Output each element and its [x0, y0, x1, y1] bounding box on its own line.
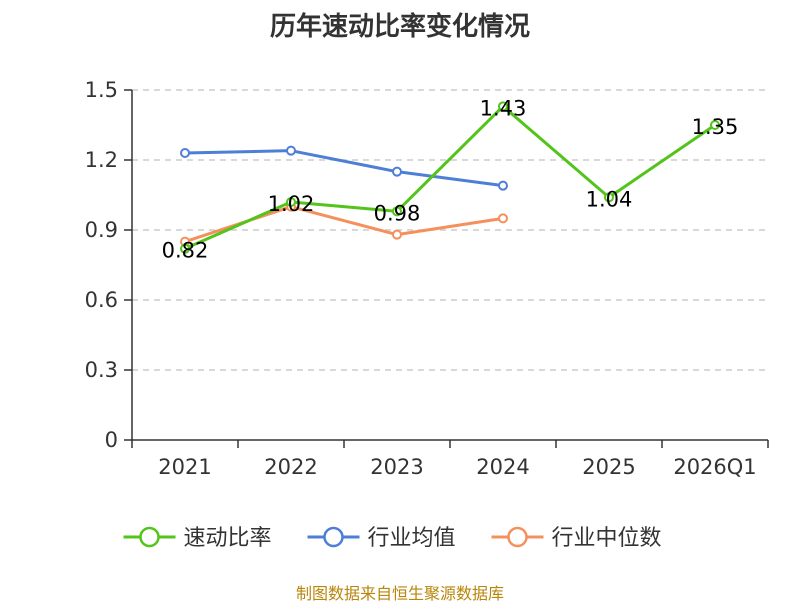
y-tick-label: 0: [105, 428, 118, 452]
data-point: [392, 166, 402, 177]
series-line: [184, 149, 504, 188]
series-line: [184, 104, 716, 251]
y-tick-label: 0.3: [85, 358, 118, 382]
legend-item[interactable]: 行业中位数: [491, 526, 662, 551]
data-point: [392, 206, 402, 217]
y-tick-label: 1.2: [85, 148, 118, 172]
data-label: 1.04: [586, 187, 633, 211]
legend-label: 速动比率: [184, 526, 272, 551]
y-tick-label: 1.5: [85, 78, 118, 102]
legend-item[interactable]: 行业均值: [307, 526, 456, 551]
data-point: [180, 243, 190, 254]
x-tick-label: 2023: [370, 455, 423, 479]
chart-title: 历年速动比率变化情况: [269, 12, 530, 42]
series-line: [184, 205, 504, 244]
data-label: 1.43: [480, 96, 527, 120]
legend-marker: [323, 526, 344, 548]
data-point: [710, 120, 720, 130]
x-tick-label: 2025: [582, 455, 635, 479]
legend-label: 行业中位数: [552, 526, 662, 551]
legend: 速动比率 行业均值 行业中位数: [123, 526, 662, 551]
data-point: [180, 148, 190, 158]
data-label: 0.98: [374, 201, 421, 225]
legend-label: 行业均值: [368, 526, 456, 551]
x-tick-label: 2026Q1: [673, 455, 756, 479]
data-label: 1.35: [692, 115, 739, 139]
data-point: [498, 180, 508, 191]
y-tick-label: 0.6: [85, 288, 118, 312]
axes: 0 0.3 0.6 0.9 1.2 1.5 2021 2022 2023 2024 2025 2026…: [85, 78, 769, 479]
legend-item[interactable]: 速动比率: [123, 526, 272, 551]
x-tick-label: 2022: [264, 455, 317, 479]
data-labels: 0.82 1.02 0.98 1.43 1.04 1.35: [162, 96, 739, 262]
data-label: 1.02: [268, 192, 315, 216]
x-tick-label: 2021: [158, 455, 211, 479]
data-point: [498, 213, 508, 224]
legend-marker: [139, 526, 160, 548]
legend-marker: [507, 526, 528, 548]
x-tick-label: 2024: [476, 455, 529, 479]
data-point: [392, 229, 402, 240]
y-tick-label: 0.9: [85, 218, 118, 242]
data-point: [286, 145, 296, 156]
data-point: [286, 197, 296, 207]
series-layer: [180, 101, 720, 254]
data-point: [498, 101, 508, 112]
data-label: 0.82: [162, 239, 209, 263]
source-note: 制图数据来自恒生聚源数据库: [295, 584, 504, 603]
data-point: [604, 192, 614, 203]
